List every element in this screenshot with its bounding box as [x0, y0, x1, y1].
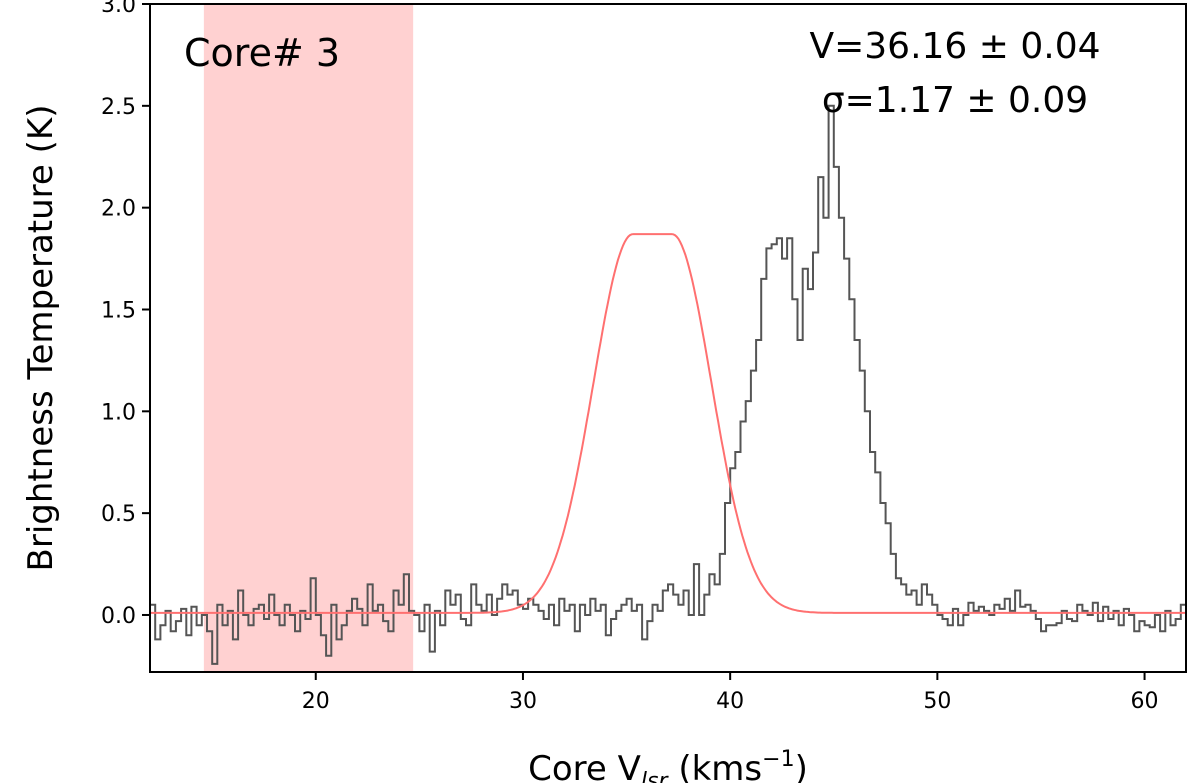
y-tick-label: 0.5	[101, 502, 136, 527]
shaded-velocity-region	[203, 4, 414, 672]
y-tick-label: 2.5	[101, 95, 136, 120]
y-tick-label: 1.5	[101, 298, 136, 323]
y-tick-label: 0.0	[101, 604, 136, 629]
spectrum-step-line	[150, 104, 1186, 665]
y-tick-label: 3.0	[101, 0, 136, 18]
x-tick-label: 20	[302, 689, 330, 714]
y-axis-title: Brightness Temperature (K)	[21, 105, 61, 572]
plot-area	[149, 3, 1187, 673]
fit-model-line	[150, 233, 1186, 614]
core-label: Core# 3	[184, 31, 340, 75]
x-axis-title-main: Core V	[528, 749, 641, 783]
x-axis-title: Core Vlsr (kms−1)	[528, 747, 808, 783]
y-tick-label: 2.0	[101, 197, 136, 222]
y-tick-label: 1.0	[101, 400, 136, 425]
x-tick-label: 40	[716, 689, 744, 714]
fit-sigma-label: σ=1.17 ± 0.09	[822, 80, 1088, 121]
x-axis-title-unit-close: )	[795, 749, 808, 783]
series-group	[150, 104, 1186, 665]
x-axis-title-unit: (kms	[668, 749, 763, 783]
x-axis-title-unit-exponent: −1	[762, 747, 794, 772]
axis-ticks: 20 30 40 50 60 0.0 0.5 1.0 1.5 2.0 2.5 3.0	[101, 0, 1159, 714]
fit-velocity-label: V=36.16 ± 0.04	[809, 26, 1100, 67]
x-tick-label: 50	[923, 689, 951, 714]
x-axis-title-subscript: lsr	[641, 769, 670, 783]
x-tick-label: 30	[509, 689, 537, 714]
x-tick-label: 60	[1131, 689, 1159, 714]
plot-frame	[149, 3, 1187, 673]
